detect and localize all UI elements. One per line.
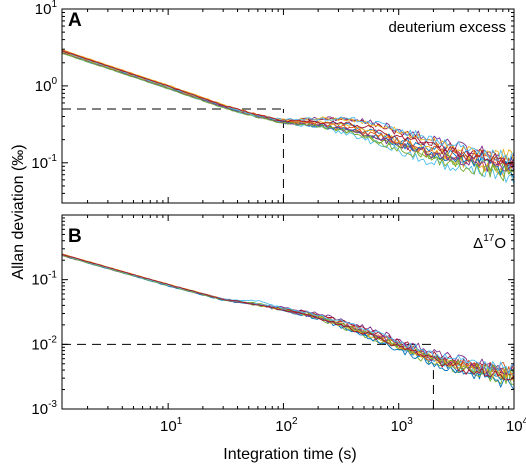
x-tick-label-base: 10 xyxy=(391,418,408,435)
x-tick-label-exponent: 4 xyxy=(523,416,526,427)
y-tick-label-exponent: -3 xyxy=(48,399,57,410)
y-tick-label: 101 xyxy=(35,0,58,18)
panel-b-annotation-sup: 17 xyxy=(483,233,495,244)
x-tick-label-exponent: 3 xyxy=(407,416,413,427)
panel-b-frame xyxy=(61,214,515,410)
panel-b-annotation: Δ17O xyxy=(473,233,506,252)
x-tick-label-base: 10 xyxy=(160,418,177,435)
y-tick-label: 10-1 xyxy=(31,270,57,289)
y-tick-label-exponent: 1 xyxy=(51,0,57,10)
x-tick-label-exponent: 1 xyxy=(177,416,183,427)
y-tick-label: 10-3 xyxy=(31,399,57,418)
series-line-a-14 xyxy=(61,50,515,165)
y-tick-label-exponent: 0 xyxy=(51,76,57,87)
x-tick-label-base: 10 xyxy=(506,418,523,435)
x-tick-label-exponent: 2 xyxy=(292,416,298,427)
panel-a-frame xyxy=(61,8,515,204)
y-tick-label: 10-2 xyxy=(31,334,57,353)
panel-b-annotation-prefix: Δ xyxy=(473,235,483,252)
y-tick-label-base: 10 xyxy=(35,78,52,95)
y-tick-label: 10-1 xyxy=(31,153,57,172)
panel-b-letter: B xyxy=(68,226,82,247)
x-tick-label: 101 xyxy=(160,416,183,435)
y-axis-title: Allan deviation (‰) xyxy=(10,144,27,279)
panel-b-annotation-suffix: O xyxy=(494,235,506,252)
panel-a-background xyxy=(62,9,514,203)
y-tick-label-exponent: -1 xyxy=(48,153,57,164)
y-tick-label-base: 10 xyxy=(31,272,48,289)
x-axis-title: Integration time (s) xyxy=(223,446,356,463)
y-tick-label-base: 10 xyxy=(31,155,48,172)
x-tick-label: 102 xyxy=(275,416,298,435)
y-tick-label-exponent: -1 xyxy=(48,270,57,281)
panel-a-annotation: deuterium excess xyxy=(388,19,506,36)
x-tick-label: 104 xyxy=(506,416,526,435)
y-tick-label-exponent: -2 xyxy=(48,334,57,345)
x-tick-label: 103 xyxy=(391,416,414,435)
series-line-a-12 xyxy=(61,52,515,182)
x-tick-label-base: 10 xyxy=(275,418,292,435)
panel-b-series-group xyxy=(61,253,515,409)
y-tick-label-base: 10 xyxy=(31,336,48,353)
panel-a-series-group xyxy=(61,49,515,203)
y-tick-label-base: 10 xyxy=(35,1,52,18)
panel-a-letter: A xyxy=(68,10,82,31)
y-tick-label: 100 xyxy=(35,76,58,95)
series-line-b-14 xyxy=(61,253,515,381)
y-tick-label-base: 10 xyxy=(31,401,48,418)
